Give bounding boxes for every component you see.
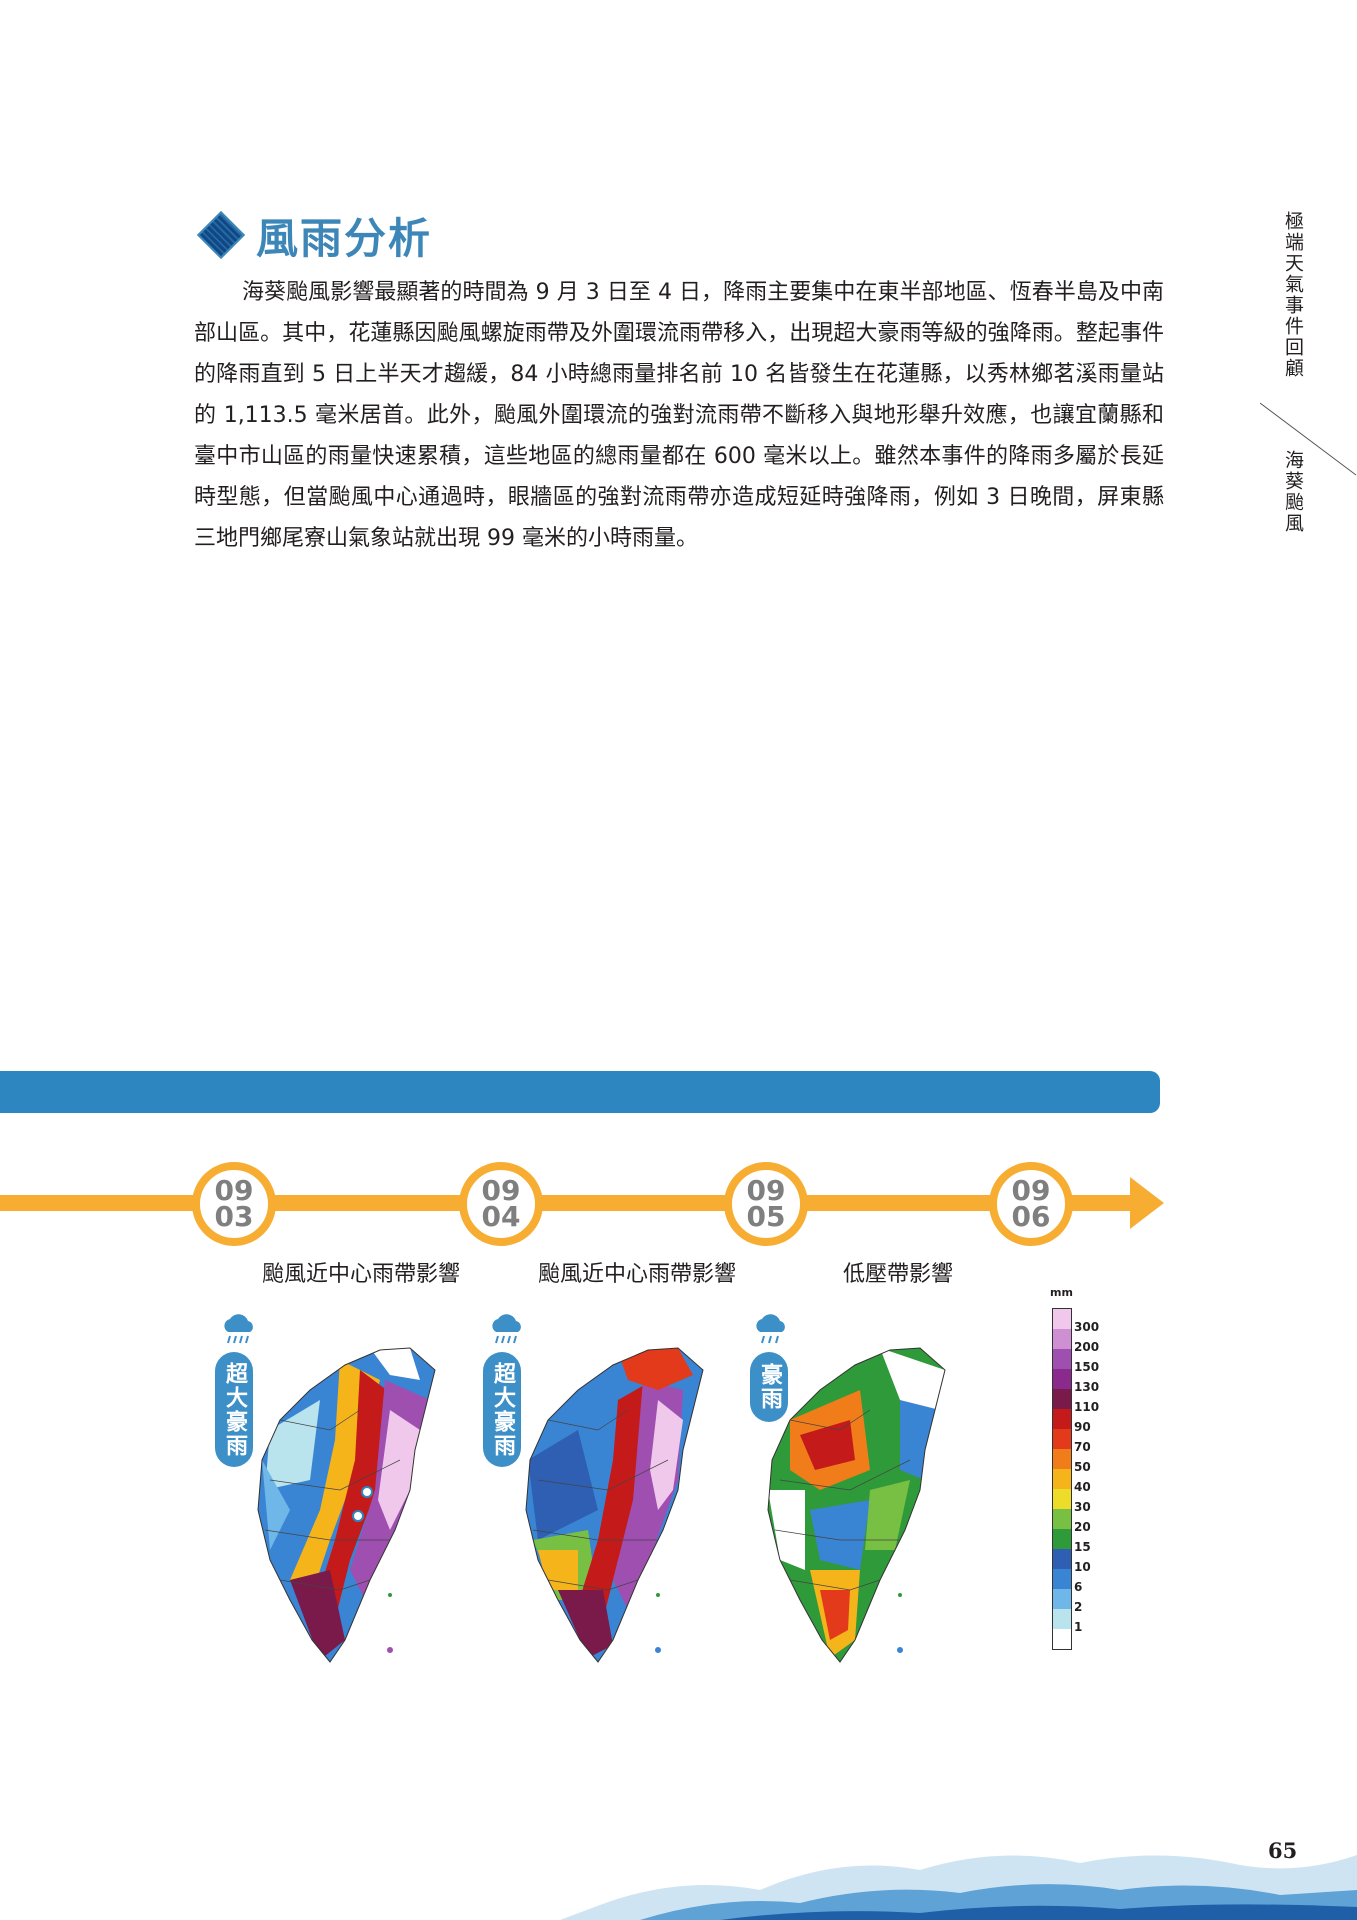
legend-level-label: 130 [1074,1380,1100,1394]
legend-level-label: 2 [1074,1600,1083,1614]
date-month: 09 [1011,1174,1051,1207]
rainfall-map-0904 [525,1347,704,1663]
badge-label: 豪雨 [757,1363,782,1411]
panel-caption: 低壓帶影響 [843,1262,954,1287]
legend-color-cell [1053,1509,1071,1529]
legend-color-cell [1053,1549,1071,1569]
rainfall-level-badge: 超大豪雨 [215,1352,253,1467]
diamond-bullet-icon [196,210,246,260]
legend-color-cell [1053,1589,1071,1609]
legend-color-cell [1053,1449,1071,1469]
timeline-bar [0,1195,1135,1211]
legend-level-label: 50 [1074,1460,1091,1474]
date-marker: 09 06 [989,1162,1073,1246]
legend-color-cell [1053,1469,1071,1489]
rainfall-level-badge: 豪雨 [750,1352,788,1422]
page-number: 65 [1268,1838,1298,1863]
date-month: 09 [481,1174,521,1207]
heavy-rain-icon [492,1314,521,1344]
date-marker: 09 03 [192,1162,276,1246]
panel-caption: 颱風近中心雨帶影響 [538,1262,737,1287]
section-heading: 風雨分析 [196,205,432,265]
legend-level-label: 70 [1074,1440,1091,1454]
legend-level-label: 1 [1074,1620,1083,1634]
body-paragraph: 海葵颱風影響最顯著的時間為 9 月 3 日至 4 日，降雨主要集中在東半部地區、… [194,280,1164,551]
legend-color-cell [1053,1409,1071,1429]
legend-level-label: 10 [1074,1560,1091,1574]
legend-color-cell [1053,1349,1071,1369]
rain-icon [756,1314,785,1344]
rainfall-map-0903 [257,1347,436,1663]
date-day: 05 [746,1200,786,1233]
legend-level-label: 40 [1074,1480,1091,1494]
legend-level-label: 90 [1074,1420,1091,1434]
legend-color-cell [1053,1629,1071,1649]
date-day: 04 [481,1200,521,1233]
legend-level-label: 20 [1074,1520,1091,1534]
rainfall-legend: mm 300 200 150 130 110 90 70 50 40 30 20 15 10 6 2 1 [1050,1286,1130,1656]
panel-caption: 颱風近中心雨帶影響 [262,1262,461,1287]
date-marker: 09 04 [459,1162,543,1246]
legend-unit: mm [1050,1286,1073,1299]
rainfall-level-badge: 超大豪雨 [483,1352,521,1467]
legend-level-label: 6 [1074,1580,1083,1594]
badge-label: 超大豪雨 [490,1361,515,1458]
rainfall-map-0905 [767,1347,946,1663]
date-timeline: 09 03 09 04 09 05 09 06 [0,1152,1170,1252]
heavy-rain-icon [224,1314,253,1344]
chapter-side-tab: 極端天氣事件回顧 海葵颱風 [1260,205,1357,545]
chapter-label: 極端天氣事件回顧 [1282,211,1304,379]
blue-header-band [0,1071,1160,1113]
date-day: 03 [214,1200,254,1233]
legend-color-cell [1053,1529,1071,1549]
decorative-wave-icon [560,1855,1357,1920]
legend-level-label: 300 [1074,1320,1100,1334]
legend-color-cell [1053,1389,1071,1409]
legend-level-label: 30 [1074,1500,1091,1514]
legend-level-label: 150 [1074,1360,1100,1374]
legend-level-label: 200 [1074,1340,1100,1354]
section-title: 風雨分析 [256,213,433,263]
legend-color-cell [1053,1329,1071,1349]
divider-line-icon [1260,402,1357,476]
date-day: 06 [1011,1200,1051,1233]
legend-level-label: 110 [1074,1400,1100,1414]
legend-color-cell [1053,1489,1071,1509]
event-label: 海葵颱風 [1282,450,1304,534]
legend-color-bar [1052,1308,1072,1650]
badge-label: 超大豪雨 [222,1361,247,1458]
date-month: 09 [214,1174,254,1207]
date-marker: 09 05 [724,1162,808,1246]
legend-color-cell [1053,1309,1071,1329]
legend-color-cell [1053,1609,1071,1629]
legend-color-cell [1053,1369,1071,1389]
legend-color-cell [1053,1569,1071,1589]
legend-level-label: 15 [1074,1540,1091,1554]
legend-color-cell [1053,1429,1071,1449]
date-month: 09 [746,1174,786,1207]
timeline-arrow-icon [1130,1177,1164,1229]
